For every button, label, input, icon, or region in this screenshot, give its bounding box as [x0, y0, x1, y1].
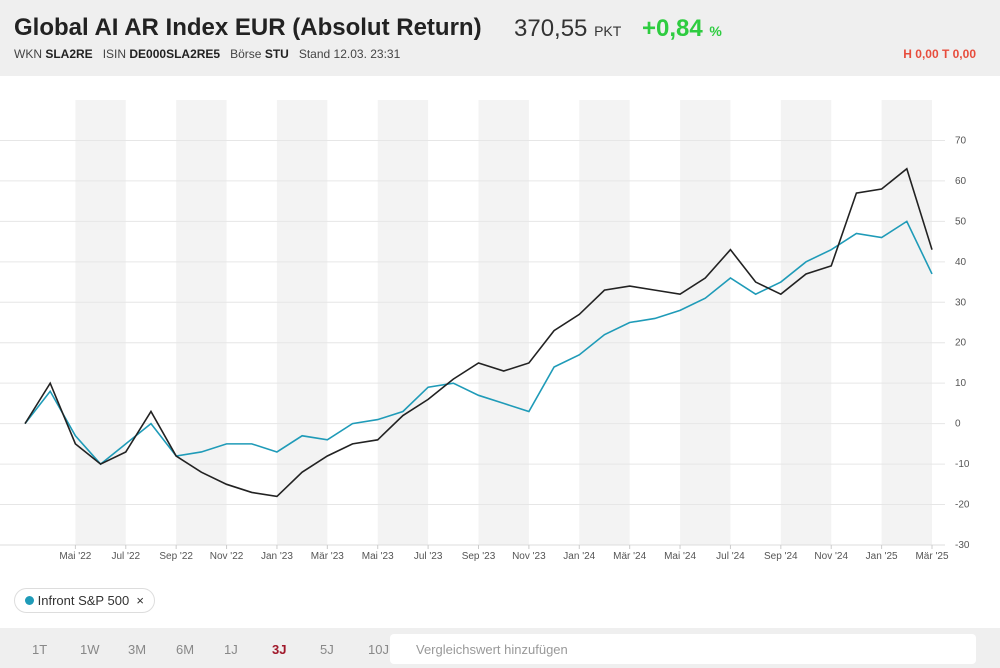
range-button[interactable]: 6M — [176, 642, 195, 657]
y-tick-label: 0 — [955, 419, 961, 430]
legend-label: Infront S&P 500 — [37, 593, 130, 608]
x-tick-label: Sep '22 — [159, 551, 193, 562]
range-bar: Vergleichswert hinzufügen 1T 1W 3M 6M 1J 3J 5J… — [0, 628, 1000, 668]
x-tick-label: Sep '24 — [764, 551, 798, 562]
range-button[interactable]: 10J — [368, 642, 389, 657]
band — [680, 100, 731, 545]
wkn: SLA2RE — [45, 47, 93, 61]
y-tick-label: 20 — [955, 338, 967, 349]
high-low: H 0,00 T 0,00 — [903, 47, 976, 61]
legend-chip[interactable]: Infront S&P 500 × — [14, 588, 155, 613]
x-tick-label: Nov '23 — [512, 551, 546, 562]
band — [478, 100, 529, 545]
band — [780, 100, 832, 545]
y-tick-label: 70 — [955, 135, 967, 146]
x-tick-label: Sep '23 — [462, 551, 496, 562]
x-tick-label: Mär '25 — [915, 551, 948, 562]
range-button[interactable]: 1J — [224, 642, 238, 657]
isin: DE000SLA2RE5 — [129, 47, 221, 61]
band — [377, 100, 429, 545]
y-tick-label: 30 — [955, 297, 967, 308]
y-tick-label: 40 — [955, 257, 967, 268]
range-button[interactable]: 1T — [32, 642, 48, 657]
legend-dot — [25, 596, 34, 605]
x-tick-label: Mai '23 — [362, 551, 394, 562]
change-unit: % — [709, 23, 722, 39]
isin-label: ISIN — [102, 47, 127, 61]
change-value: +0,84 — [642, 15, 703, 42]
x-tick-label: Mär '23 — [311, 551, 344, 562]
x-tick-label: Mai '24 — [664, 551, 696, 562]
exchange-label: Börse — [230, 47, 262, 61]
price-value: 370,55 — [514, 15, 588, 42]
band — [579, 100, 630, 545]
y-tick-label: -10 — [955, 459, 970, 470]
exchange: STU — [264, 47, 289, 61]
x-tick-label: Nov '24 — [814, 551, 848, 562]
y-tick-label: 60 — [955, 176, 967, 187]
title: Global AI AR Index EUR (Absolut Return) — [14, 14, 482, 41]
range-button[interactable]: 5J — [320, 642, 334, 657]
band — [176, 100, 227, 545]
search-box[interactable]: Vergleichswert hinzufügen — [390, 634, 976, 664]
band — [75, 100, 126, 545]
y-tick-label: 10 — [955, 378, 967, 389]
x-tick-label: Nov '22 — [210, 551, 244, 562]
y-tick-label: 50 — [955, 216, 967, 227]
y-tick-label: -30 — [955, 540, 970, 551]
y-tick-label: -20 — [955, 500, 970, 511]
meta: WKN SLA2RE ISIN DE000SLA2RE5 Börse STU S… — [14, 47, 400, 61]
range-button[interactable]: 1W — [80, 642, 100, 657]
header: Global AI AR Index EUR (Absolut Return) … — [0, 0, 1000, 76]
price: 370,55 PKT — [514, 15, 621, 43]
x-tick-label: Mär '24 — [613, 551, 646, 562]
x-tick-label: Mai '22 — [59, 551, 91, 562]
range-button[interactable]: 3J — [272, 642, 287, 657]
wkn-label: WKN — [14, 47, 42, 61]
x-tick-label: Jul '22 — [111, 551, 140, 562]
change: +0,84 % — [642, 15, 722, 43]
x-tick-label: Jul '24 — [716, 551, 745, 562]
x-tick-label: Jan '25 — [866, 551, 898, 562]
unit: PKT — [594, 23, 622, 39]
search-placeholder: Vergleichswert hinzufügen — [416, 642, 568, 657]
stand: Stand 12.03. 23:31 — [298, 47, 401, 61]
x-tick-label: Jul '23 — [414, 551, 443, 562]
range-button[interactable]: 3M — [128, 642, 147, 657]
chart: -30 -20 -10 0 10 20 30 40 50 60 70 Mai '22 Jul '22 Se… — [0, 100, 970, 562]
x-tick-label: Jan '24 — [563, 551, 595, 562]
x-tick-label: Jan '23 — [261, 551, 293, 562]
band — [881, 100, 932, 545]
band — [276, 100, 328, 545]
series-line — [24, 167, 933, 498]
